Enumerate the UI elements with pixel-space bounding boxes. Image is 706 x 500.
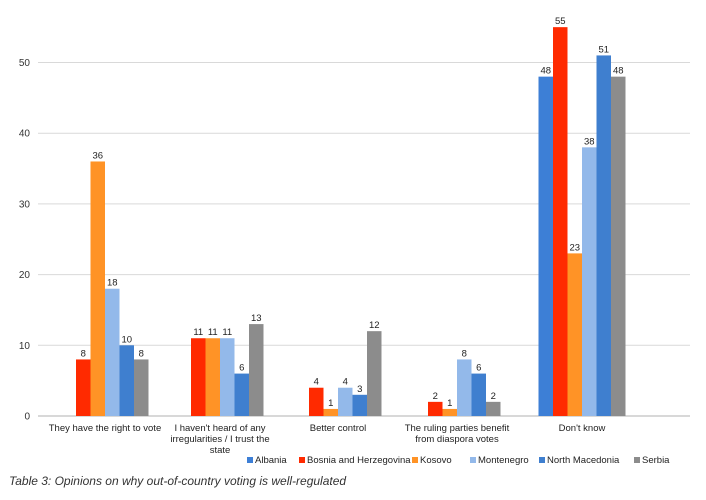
bar <box>338 387 353 416</box>
bar <box>105 288 120 416</box>
x-tick-label: They have the right to vote <box>49 423 161 434</box>
data-label: 10 <box>121 334 132 345</box>
data-label: 55 <box>555 16 566 27</box>
data-label: 11 <box>193 327 203 338</box>
y-tick-label: 20 <box>19 270 31 281</box>
bar <box>486 401 501 416</box>
bar <box>234 373 249 416</box>
y-axis: 0 10 20 30 40 50 <box>19 58 31 423</box>
legend-item: Kosovo <box>412 455 452 466</box>
x-axis: They have the right to vote I haven't hea… <box>49 423 606 456</box>
data-label: 23 <box>569 242 580 253</box>
legend-swatch <box>539 457 545 463</box>
bar <box>119 345 134 416</box>
bar <box>90 161 105 416</box>
bar <box>323 408 338 416</box>
x-tick-label: Don't know <box>559 423 606 434</box>
data-label: 13 <box>251 313 262 324</box>
y-tick-label: 50 <box>19 58 31 69</box>
y-tick-label: 0 <box>24 412 30 423</box>
data-label: 51 <box>598 44 609 55</box>
data-label: 2 <box>491 391 496 402</box>
bar <box>538 76 553 416</box>
data-label: 48 <box>613 66 624 77</box>
bar <box>596 55 611 417</box>
legend-swatch <box>412 457 418 463</box>
y-tick-label: 10 <box>19 341 31 352</box>
bars <box>76 27 626 417</box>
data-label: 3 <box>357 384 362 395</box>
legend-item: Bosnia and Herzegovina <box>299 455 411 466</box>
data-label: 4 <box>314 377 319 388</box>
bar <box>582 147 597 416</box>
x-tick-label: Better control <box>310 423 367 434</box>
x-tick-label: The ruling parties benefit from diaspora … <box>405 423 510 445</box>
figure-caption: Table 3: Opinions on why out-of-country … <box>9 474 347 488</box>
data-label: 11 <box>208 327 218 338</box>
data-label: 4 <box>343 377 348 388</box>
legend-swatch <box>247 457 253 463</box>
data-label: 48 <box>540 66 551 77</box>
data-label: 8 <box>139 348 144 359</box>
data-label: 2 <box>433 391 438 402</box>
bar <box>352 394 367 416</box>
bar <box>567 253 582 416</box>
data-label: 6 <box>239 363 244 374</box>
data-label: 12 <box>369 320 380 331</box>
data-label: 36 <box>92 150 103 161</box>
data-label: 8 <box>81 348 86 359</box>
data-label: 1 <box>328 398 333 409</box>
bar <box>205 338 220 416</box>
bar <box>76 359 91 416</box>
legend-swatch <box>470 457 476 463</box>
data-label: 1 <box>447 398 452 409</box>
legend: Albania Bosnia and Herzegovina Kosovo Monte… <box>247 455 670 466</box>
legend-swatch <box>634 457 640 463</box>
bar <box>428 401 443 416</box>
bar <box>309 387 324 416</box>
data-label: 38 <box>584 136 595 147</box>
data-label: 11 <box>222 327 232 338</box>
bar <box>553 27 568 417</box>
bar <box>457 359 472 416</box>
bar <box>249 324 264 416</box>
legend-item: Albania <box>247 455 287 466</box>
legend-label: Bosnia and Herzegovina <box>307 455 411 466</box>
bar <box>442 408 457 416</box>
x-tick-label: I haven't heard of any irregularities / I… <box>170 423 269 456</box>
legend-label: North Macedonia <box>547 455 620 466</box>
bar <box>611 76 626 416</box>
legend-item: North Macedonia <box>539 455 620 466</box>
data-label: 6 <box>476 363 481 374</box>
legend-item: Montenegro <box>470 455 529 466</box>
data-label: 8 <box>462 348 467 359</box>
legend-label: Serbia <box>642 455 670 466</box>
bar <box>367 331 382 416</box>
bar <box>471 373 486 416</box>
bar <box>134 359 149 416</box>
data-label: 18 <box>107 278 118 289</box>
legend-label: Kosovo <box>420 455 452 466</box>
y-tick-label: 40 <box>19 129 31 140</box>
y-tick-label: 30 <box>19 199 31 210</box>
bar <box>220 338 235 416</box>
legend-label: Albania <box>255 455 287 466</box>
legend-item: Serbia <box>634 455 670 466</box>
legend-label: Montenegro <box>478 455 529 466</box>
legend-swatch <box>299 457 305 463</box>
bar <box>191 338 206 416</box>
